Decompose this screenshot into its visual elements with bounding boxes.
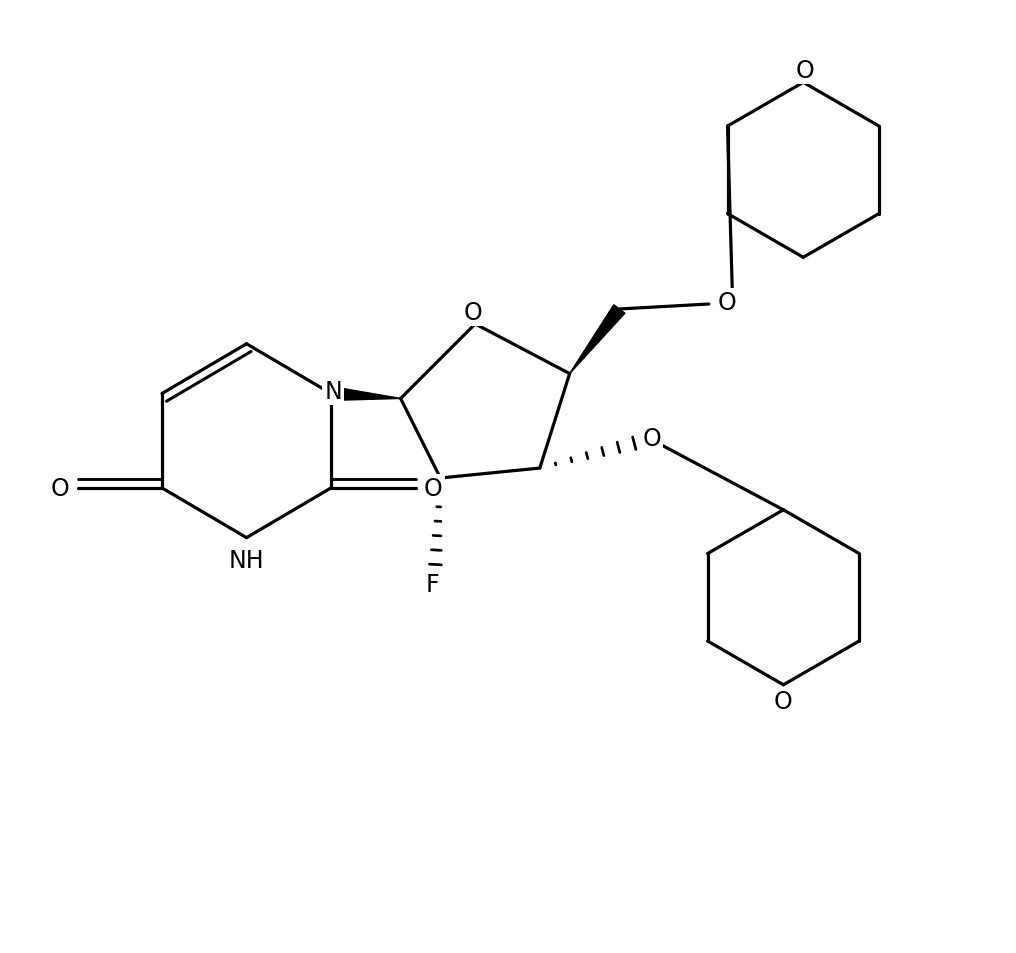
Text: O: O [464, 300, 483, 325]
Text: O: O [424, 476, 443, 500]
Polygon shape [570, 305, 625, 375]
Text: O: O [774, 689, 792, 713]
Text: F: F [426, 573, 439, 597]
Text: O: O [643, 427, 661, 451]
Text: O: O [796, 59, 815, 83]
Text: O: O [50, 476, 69, 500]
Polygon shape [330, 387, 400, 401]
Text: O: O [717, 291, 737, 314]
Text: NH: NH [229, 548, 264, 572]
Text: N: N [324, 380, 342, 404]
